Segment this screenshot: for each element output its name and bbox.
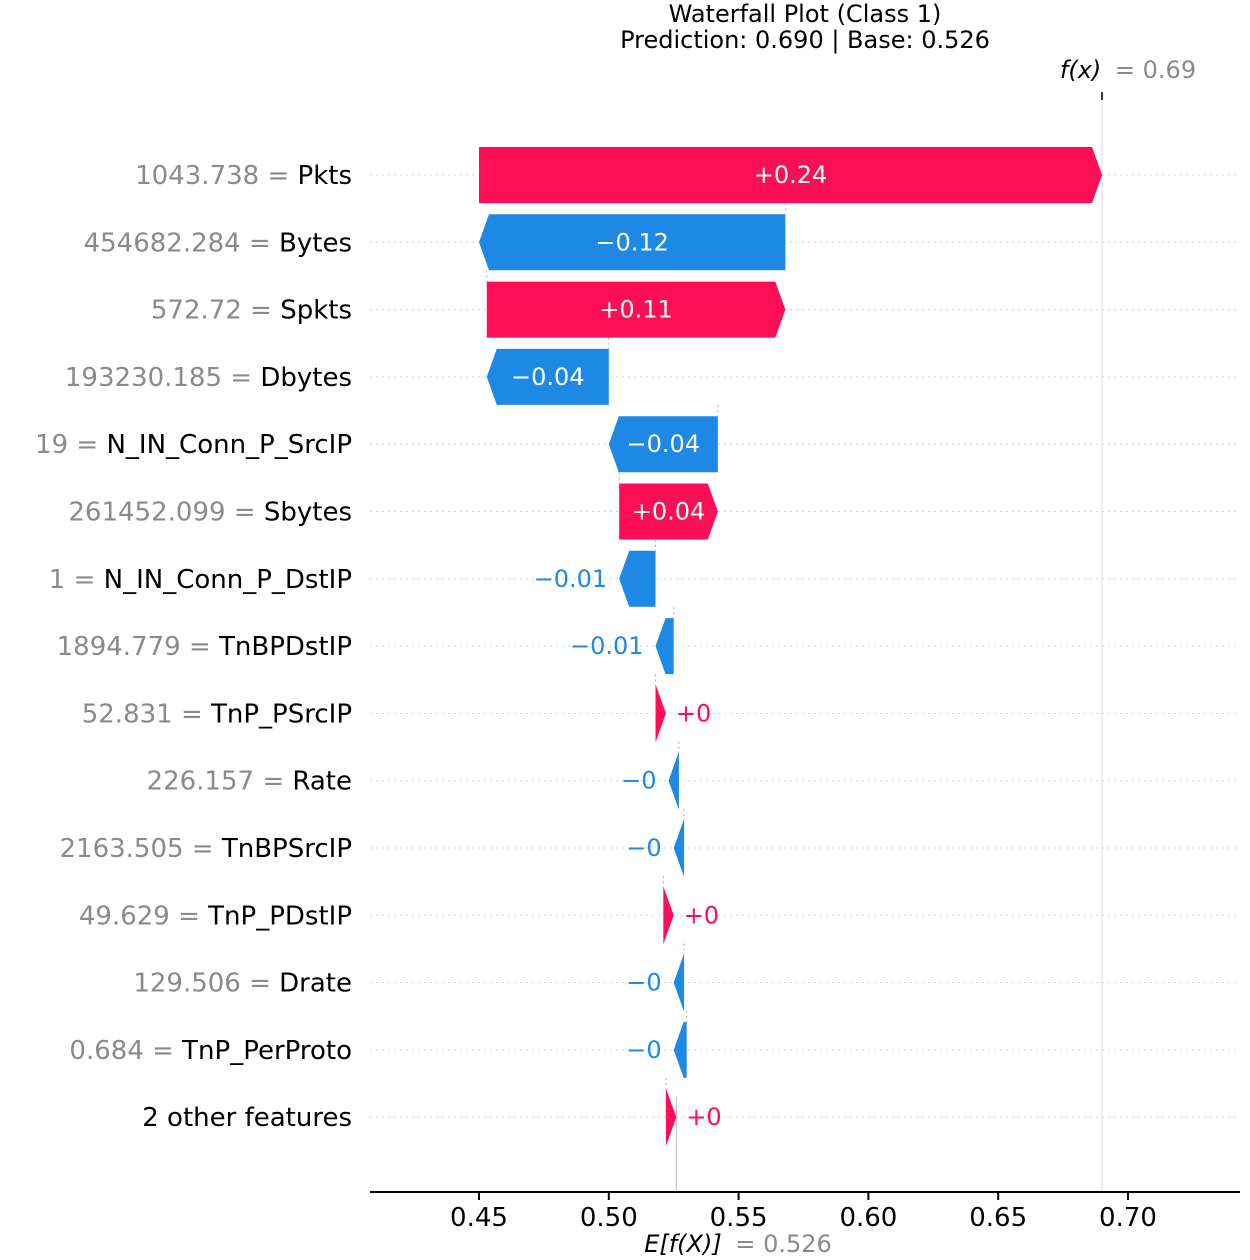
bar-value-label-4: −0.04 [511,363,585,391]
feature-labels: 1043.738 = Pkts 454682.284 = Bytes 572.72 … [35,161,352,1133]
feature-value: 1043.738 = [135,161,297,191]
feature-value: 129.506 = [133,969,279,999]
bar-value-label-13: −0 [626,969,661,997]
feature-name: Pkts [298,161,352,191]
feature-label-5: 19 = N_IN_Conn_P_SrcIP [35,430,352,460]
feature-label-2: 454682.284 = Bytes [84,228,352,258]
feature-label-7: 1 = N_IN_Conn_P_DstIP [49,565,352,595]
feature-label-12: 49.629 = TnP_PDstIP [79,901,352,931]
fx-label: f(x) = 0.69 [1060,56,1196,84]
fx-name: f(x) [1060,56,1101,84]
ef-name: E[f(X)] [644,1230,722,1258]
feature-name: N_IN_Conn_P_DstIP [104,565,352,595]
x-tick-label: 0.55 [710,1203,768,1233]
feature-label-9: 52.831 = TnP_PSrcIP [82,699,352,729]
bar-value-label-9: +0 [676,699,711,727]
bar-value-label-14: −0 [626,1036,661,1064]
bar-value-label-1: +0.24 [754,161,828,189]
x-tick-label: 0.50 [580,1203,638,1233]
bar-2 [479,214,786,271]
feature-value: 19 = [35,430,106,460]
bar-13 [673,954,685,1011]
bar-value-label-5: −0.04 [627,430,701,458]
reference-lines [675,92,1104,1192]
feature-name: TnBPSrcIP [221,834,352,864]
feature-value: 49.629 = [79,901,208,931]
feature-label-6: 261452.099 = Sbytes [68,498,352,528]
bar-value-label-7: −0.01 [534,565,608,593]
bar-5 [608,416,718,473]
fx-annotation: f(x) = 0.69 [1060,56,1196,84]
feature-name: TnP_PDstIP [207,901,352,931]
feature-value: 193230.185 = [65,363,260,393]
feature-label-1: 1043.738 = Pkts [135,161,352,191]
feature-name: 2 other features [142,1103,352,1133]
feature-name: TnP_PSrcIP [210,699,352,729]
bar-value-label-2: −0.12 [595,228,669,256]
x-axis: 0.45 0.50 0.55 0.60 0.65 0.70 [370,1191,1240,1233]
feature-name: Bytes [279,228,352,258]
feature-name: Drate [279,969,352,999]
bar-value-label-3: +0.11 [599,296,673,324]
feature-value: 52.831 = [82,699,211,729]
bar-15 [665,1089,677,1146]
x-tick-label: 0.45 [450,1203,508,1233]
bar-7 [619,550,656,607]
feature-value: 1 = [49,565,104,595]
feature-name: TnBPDstIP [218,632,352,662]
fx-value: = 0.69 [1115,56,1196,84]
bar-value-label-8: −0.01 [570,632,644,660]
x-tick-label: 0.65 [969,1203,1027,1233]
feature-name: N_IN_Conn_P_SrcIP [106,430,352,460]
ef-label: E[f(X)] = 0.526 [644,1230,832,1258]
ef-annotation: E[f(X)] = 0.526 [644,1230,832,1258]
feature-value: 226.157 = [147,767,293,797]
contribution-bars: +0.24 −0.12 +0.11 −0.04 −0.04 +0.04 −0.01 −0.01… [479,147,1103,1146]
feature-name: Rate [292,767,352,797]
bar-8 [655,618,674,675]
feature-value: 2163.505 = [59,834,221,864]
feature-label-10: 226.157 = Rate [147,767,352,797]
feature-value: 1894.779 = [57,632,219,662]
bar-9 [655,685,666,742]
bar-value-label-10: −0 [621,767,656,795]
bar-12 [663,887,674,944]
feature-name: TnP_PerProto [181,1036,352,1066]
feature-value: 261452.099 = [68,498,263,528]
bar-4 [486,348,609,405]
feature-name: Spkts [280,296,352,326]
bar-value-label-12: +0 [684,901,719,929]
bar-value-label-6: +0.04 [632,498,706,526]
bar-3 [486,281,786,338]
bar-14 [673,1021,687,1078]
bar-value-label-15: +0 [686,1103,721,1131]
feature-name: Dbytes [260,363,352,393]
feature-label-8: 1894.779 = TnBPDstIP [57,632,352,662]
feature-label-4: 193230.185 = Dbytes [65,363,352,393]
bar-value-label-11: −0 [626,834,661,862]
chart-subtitle: Prediction: 0.690 | Base: 0.526 [620,26,990,54]
feature-value: 0.684 = [69,1036,182,1066]
bar-10 [668,752,679,809]
feature-name: Sbytes [264,498,352,528]
feature-label-13: 129.506 = Drate [133,969,352,999]
feature-value: 454682.284 = [84,228,279,258]
bar-11 [673,820,685,876]
feature-value: 572.72 = [151,296,280,326]
feature-label-15: 2 other features [142,1103,352,1133]
chart-title: Waterfall Plot (Class 1) [669,0,942,28]
ef-value: = 0.526 [735,1230,831,1258]
x-tick-label: 0.70 [1099,1203,1157,1233]
feature-label-3: 572.72 = Spkts [151,296,352,326]
feature-label-14: 0.684 = TnP_PerProto [69,1036,352,1066]
x-tick-label: 0.60 [839,1203,897,1233]
bar-6 [619,483,718,540]
bar-1 [479,147,1103,203]
feature-label-11: 2163.505 = TnBPSrcIP [59,834,352,864]
